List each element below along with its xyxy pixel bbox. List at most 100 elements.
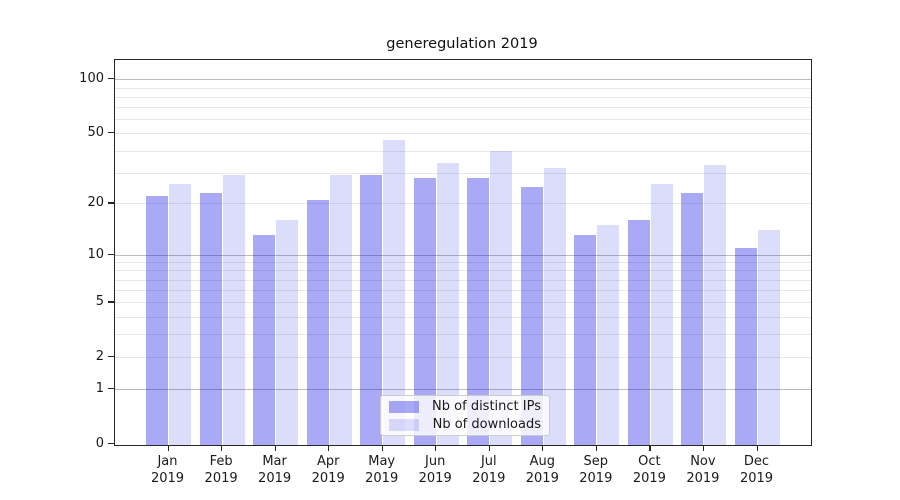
legend-swatch-distinct-ips — [389, 400, 419, 413]
y-tick-mark-100 — [108, 78, 114, 80]
bar-sep-ips — [574, 235, 597, 445]
year-label: 2019 — [418, 471, 452, 486]
year-label: 2019 — [150, 471, 185, 486]
bar-jun-ips — [413, 177, 436, 445]
bar-apr-downloads — [329, 175, 352, 445]
y-tick-label-2: 2 — [95, 349, 104, 365]
month-label: Nov — [690, 454, 716, 469]
plot-area: Nb of distinct IPs Nb of downloads — [114, 59, 812, 446]
bar-aug-ips — [520, 186, 543, 445]
month-label: Dec — [743, 454, 770, 469]
month-label: Apr — [316, 454, 340, 469]
bar-sep-downloads — [597, 224, 620, 445]
bar-nov-ips — [681, 192, 704, 445]
bar-may-ips — [360, 175, 383, 445]
y-tick-label-50: 50 — [87, 125, 104, 141]
y-tick-label-100: 100 — [79, 71, 104, 87]
gridline-30 — [115, 172, 811, 174]
gridline-60 — [115, 119, 811, 121]
y-tick-mark-2 — [108, 356, 114, 358]
y-tick-label-10: 10 — [87, 246, 104, 262]
x-tick-mark-oct — [649, 445, 651, 451]
year-label: 2019 — [258, 471, 292, 486]
bar-may-downloads — [383, 139, 406, 445]
x-tick-mark-nov — [702, 445, 705, 451]
x-tick-label-aug: Aug 2019 — [507, 453, 577, 487]
gridline-6 — [115, 290, 811, 292]
x-tick-label-jan: Jan 2019 — [133, 453, 203, 487]
bar-aug-downloads — [543, 167, 566, 445]
bar-jan-ips — [146, 196, 168, 445]
x-tick-mark-sep — [595, 445, 597, 451]
year-label: 2019 — [739, 471, 774, 486]
x-tick-label-jun: Jun 2019 — [400, 453, 470, 487]
y-tick-mark-20 — [108, 202, 114, 204]
gridline-9 — [115, 262, 811, 263]
x-tick-mark-apr — [328, 445, 330, 451]
x-tick-label-feb: Feb 2019 — [186, 453, 256, 487]
gridline-80 — [115, 96, 811, 98]
x-tick-label-sep: Sep 2019 — [561, 453, 631, 487]
year-label: 2019 — [632, 471, 666, 486]
x-tick-label-may: May 2019 — [347, 453, 417, 487]
gridline-20 — [115, 203, 811, 205]
legend-swatch-downloads — [389, 418, 419, 431]
month-label: Jul — [480, 454, 497, 469]
bar-feb-downloads — [222, 175, 245, 445]
y-tick-label-1: 1 — [95, 381, 104, 397]
x-tick-label-nov: Nov 2019 — [668, 453, 738, 487]
y-tick-mark-5 — [108, 301, 114, 303]
gridline-50 — [115, 133, 811, 135]
year-label: 2019 — [311, 471, 345, 486]
year-label: 2019 — [686, 471, 720, 486]
gridline-7 — [115, 279, 811, 281]
bar-mar-downloads — [276, 220, 299, 445]
legend-row-downloads: Nb of downloads — [389, 417, 541, 432]
x-tick-mark-jan — [167, 445, 169, 451]
x-tick-mark-aug — [542, 445, 544, 451]
gridline-2 — [115, 357, 811, 359]
legend-label-distinct-ips: Nb of distinct IPs — [432, 399, 541, 414]
y-tick-label-5: 5 — [95, 294, 104, 310]
gridline-10 — [115, 254, 811, 256]
gridline-1 — [115, 389, 811, 391]
x-tick-label-apr: Apr 2019 — [293, 453, 363, 487]
year-label: 2019 — [204, 471, 238, 486]
chart-title: generegulation 2019 — [386, 36, 538, 52]
legend-label-downloads: Nb of downloads — [432, 417, 541, 432]
y-tick-label-20: 20 — [87, 195, 104, 211]
bar-oct-ips — [627, 220, 650, 445]
month-label: Aug — [529, 454, 555, 469]
bar-feb-ips — [199, 192, 222, 445]
month-label: Jan — [157, 454, 178, 469]
bar-dec-ips — [735, 247, 757, 445]
legend-row-distinct-ips: Nb of distinct IPs — [389, 399, 541, 414]
year-label: 2019 — [579, 471, 613, 486]
month-label: Sep — [583, 454, 609, 469]
x-tick-mark-feb — [221, 445, 223, 451]
bar-jun-downloads — [436, 163, 459, 445]
bar-jul-ips — [467, 177, 490, 445]
bar-jul-downloads — [490, 150, 513, 445]
gridline-90 — [115, 87, 811, 89]
x-tick-mark-jun — [435, 445, 437, 451]
x-tick-label-jul: Jul 2019 — [454, 453, 524, 487]
x-tick-mark-jul — [488, 445, 490, 451]
gridline-70 — [115, 107, 811, 109]
x-tick-mark-mar — [274, 445, 276, 451]
bar-oct-downloads — [650, 183, 673, 445]
gridline-8 — [115, 270, 811, 272]
year-label: 2019 — [365, 471, 399, 486]
x-tick-label-dec: Dec 2019 — [722, 453, 792, 487]
y-tick-mark-50 — [108, 132, 114, 134]
y-tick-mark-1 — [108, 388, 114, 390]
bar-apr-ips — [306, 199, 329, 445]
month-label: Feb — [209, 454, 233, 469]
gridline-3 — [115, 334, 811, 336]
gridline-40 — [115, 150, 811, 152]
x-tick-mark-may — [381, 445, 383, 451]
month-label: Oct — [638, 454, 661, 469]
x-tick-mark-dec — [756, 445, 758, 451]
bar-mar-ips — [253, 235, 276, 445]
